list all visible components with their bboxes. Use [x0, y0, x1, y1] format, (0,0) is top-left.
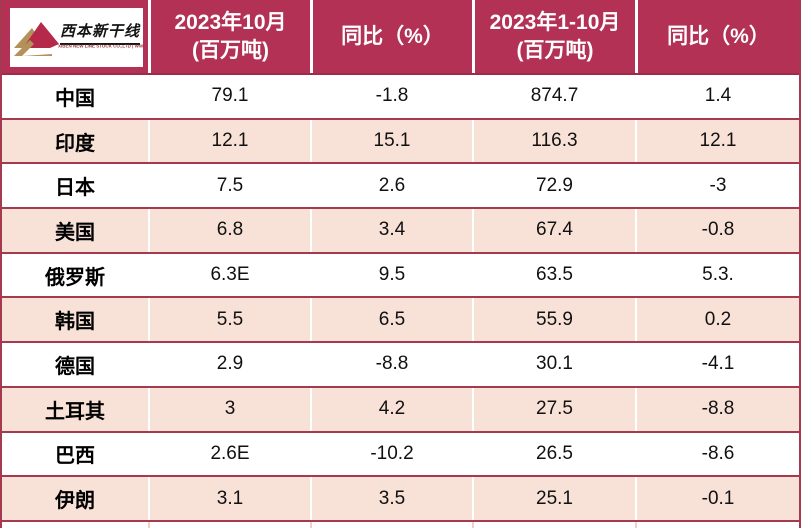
header-col-oct-line1: 2023年10月 [174, 11, 287, 35]
header-col-ytd-line1: 2023年1-10月 [489, 11, 621, 35]
yoy-oct-value: 2.6 [310, 164, 472, 208]
yoy-ytd-value: -8.6 [635, 432, 799, 476]
header-col-ytd: 2023年1-10月 (百万吨) [472, 0, 635, 73]
header-col-oct: 2023年10月 (百万吨) [148, 0, 310, 73]
yoy-oct-value: 3.4 [310, 209, 472, 252]
logo-brand-text: 西本新干线 [60, 22, 141, 45]
logo-company-text: XIBEN NEW LINE STOCK CO.,LTD | WWW.96369… [58, 44, 143, 50]
oct-value: 7.5 [148, 164, 310, 208]
yoy-ytd-value: 12.1 [635, 119, 799, 163]
country-label: 韩国 [55, 311, 95, 334]
country-label: 中国 [55, 87, 95, 110]
oct-value: 79.1 [148, 75, 310, 118]
header-col-yoy-oct: 同比（%） [310, 0, 472, 73]
oct-value: 2.9 [148, 343, 310, 386]
table-row-russia: 俄罗斯 6.3E 9.5 63.5 5.3. [2, 253, 799, 299]
ytd-value: 63.5 [472, 253, 635, 297]
oct-value: 12.1 [148, 119, 310, 163]
ytd-value: 67.4 [472, 209, 635, 252]
ytd-value: 27.5 [472, 387, 635, 431]
yoy-ytd-value: 0.2 [635, 298, 799, 342]
country-label: 巴西 [55, 445, 95, 468]
ytd-value: 55.9 [472, 298, 635, 342]
table-row-china: 中国 79.1 -1.8 874.7 1.4 [2, 75, 799, 120]
table-row-turkey: 土耳其 3 4.2 27.5 -8.8 [2, 387, 799, 433]
header-col-yoy-ytd-label: 同比（%） [667, 24, 770, 48]
country-label: 日本 [55, 177, 95, 200]
ytd-value: 25.1 [472, 477, 635, 520]
yoy-oct-value: 6.5 [310, 298, 472, 342]
table-header-row: 西本新干线 XIBEN NEW LINE STOCK CO.,LTD | WWW… [2, 0, 799, 75]
oct-value: 3.1 [148, 477, 310, 520]
ytd-value: 874.7 [472, 75, 635, 118]
oct-value: 6.3E [148, 253, 310, 297]
mountain-logo-icon [14, 22, 59, 56]
header-col-ytd-line2: (百万吨) [516, 38, 594, 62]
country-label: 印度 [55, 132, 95, 155]
yoy-ytd-value: 5.3. [635, 253, 799, 297]
yoy-oct-value: -8.8 [310, 343, 472, 386]
table-row-south-korea: 韩国 5.5 6.5 55.9 0.2 [2, 298, 799, 344]
ytd-value: 72.9 [472, 164, 635, 208]
table-row-iran: 伊朗 3.1 3.5 25.1 -0.1 [2, 477, 799, 522]
yoy-ytd-value: 1.4 [635, 75, 799, 118]
table-row-japan: 日本 7.5 2.6 72.9 -3 [2, 164, 799, 210]
table-row-usa: 美国 6.8 3.4 67.4 -0.8 [2, 209, 799, 254]
table-row-india: 印度 12.1 15.1 116.3 12.1 [2, 119, 799, 165]
yoy-oct-value: -1.8 [310, 75, 472, 118]
country-label: 俄罗斯 [45, 266, 105, 289]
ytd-value: 116.3 [472, 119, 635, 163]
oct-value: 2.6E [148, 432, 310, 476]
country-label: 土耳其 [45, 400, 105, 423]
ytd-value: 30.1 [472, 343, 635, 386]
yoy-ytd-value: -0.8 [635, 209, 799, 252]
yoy-oct-value: -10.2 [310, 432, 472, 476]
country-label: 美国 [55, 221, 95, 244]
table-row-germany: 德国 2.9 -8.8 30.1 -4.1 [2, 343, 799, 388]
yoy-oct-value: 4.2 [310, 387, 472, 431]
yoy-oct-value: 3.5 [310, 477, 472, 520]
yoy-ytd-value: -3 [635, 164, 799, 208]
ytd-value: 26.5 [472, 432, 635, 476]
company-logo: 西本新干线 XIBEN NEW LINE STOCK CO.,LTD | WWW… [10, 8, 143, 67]
yoy-ytd-value: -4.1 [635, 343, 799, 386]
header-col-oct-line2: (百万吨) [192, 38, 269, 62]
yoy-ytd-value: -0.1 [635, 477, 799, 520]
logo-cell: 西本新干线 XIBEN NEW LINE STOCK CO.,LTD | WWW… [2, 0, 148, 73]
table-row-brazil: 巴西 2.6E -10.2 26.5 -8.6 [2, 432, 799, 478]
oct-value: 5.5 [148, 298, 310, 342]
yoy-oct-value: 15.1 [310, 119, 472, 163]
header-col-yoy-oct-label: 同比（%） [341, 24, 444, 48]
table-row-partial [2, 521, 799, 528]
oct-value: 3 [148, 387, 310, 431]
yoy-ytd-value: -8.8 [635, 387, 799, 431]
header-col-yoy-ytd: 同比（%） [635, 0, 799, 73]
country-label: 伊朗 [55, 490, 95, 513]
yoy-oct-value: 9.5 [310, 253, 472, 297]
oct-value: 6.8 [148, 209, 310, 252]
country-label: 德国 [55, 355, 95, 378]
